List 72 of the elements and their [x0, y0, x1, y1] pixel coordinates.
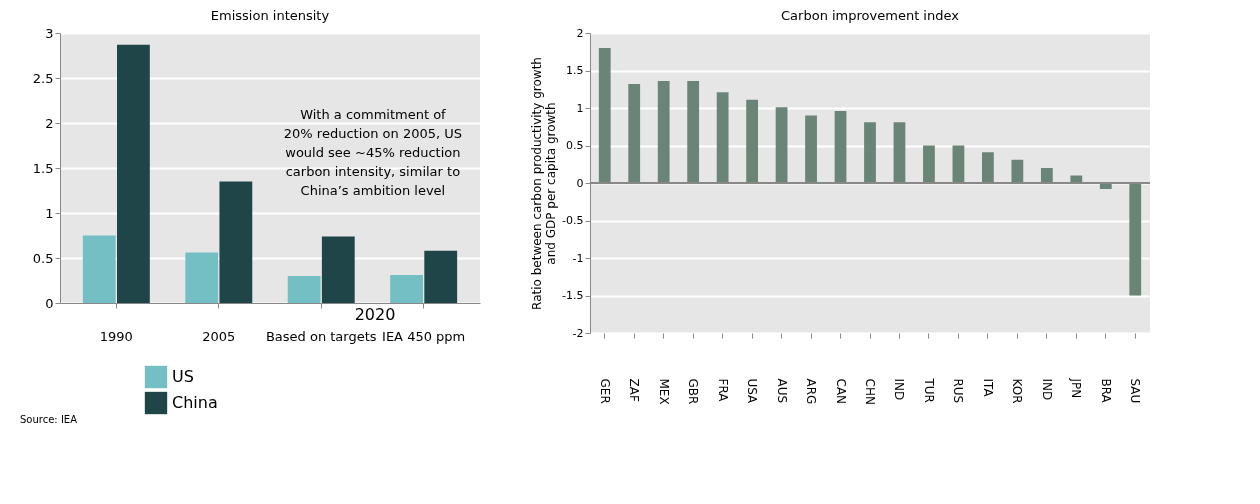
legend-label: US	[172, 367, 194, 386]
y-tick-label: 2	[576, 26, 584, 40]
x-tick-label: RUS	[951, 378, 966, 404]
chart-title: Carbon improvement index	[781, 8, 960, 23]
x-tick-label: GER	[597, 378, 612, 404]
y-tick-label: 1.5	[32, 160, 54, 176]
y-tick-label: 1.5	[566, 64, 584, 77]
x-tick-label: IND	[1039, 378, 1054, 401]
bar	[287, 276, 321, 303]
bar	[746, 99, 758, 183]
x-tick-label: AUS	[774, 378, 789, 404]
x-tick-label: GBR	[686, 378, 701, 405]
x-tick-label: SAU	[1128, 378, 1143, 404]
bar	[864, 122, 876, 183]
x-tick-label: IEA 450 ppm	[382, 328, 466, 344]
y-tick-label: 0.5	[566, 139, 584, 152]
bar	[687, 81, 700, 183]
text: 2020	[354, 305, 396, 324]
bar	[82, 235, 116, 303]
bar	[424, 250, 458, 303]
y-tick-label: -2	[572, 326, 584, 340]
bar	[1129, 183, 1142, 296]
x-tick-label: ARG	[804, 378, 819, 405]
bar	[982, 152, 994, 183]
bar	[923, 145, 935, 183]
x-tick-label: TUR	[921, 377, 936, 403]
y-tick-label: 1	[45, 205, 54, 221]
y-tick-label: -1	[572, 251, 584, 265]
y-tick-label: -0.5	[562, 214, 584, 227]
y-tick-label: -1.5	[562, 289, 584, 302]
y-tick-label: 0	[576, 176, 584, 190]
bar	[834, 111, 847, 183]
bar	[1011, 159, 1024, 183]
x-tick-label: ZAF	[627, 378, 642, 402]
bar	[185, 252, 219, 303]
bar	[893, 122, 906, 183]
x-tick-label: KOR	[1010, 378, 1025, 404]
y-tick-label: 0.5	[32, 250, 54, 266]
bar	[716, 92, 729, 183]
source-note: Source: IEA	[20, 414, 78, 425]
x-tick-label: BRA	[1098, 378, 1113, 404]
bar	[117, 44, 150, 303]
bar	[598, 48, 611, 183]
chart-title: Emission intensity	[210, 8, 330, 23]
bar	[628, 84, 641, 183]
bar	[219, 181, 253, 303]
bar	[1040, 168, 1053, 183]
legend-label: China	[172, 393, 218, 412]
y-tick-label: 0	[45, 295, 54, 311]
x-tick-label: ITA	[980, 378, 995, 398]
y-tick-label: 2.5	[32, 70, 54, 86]
bar	[321, 236, 355, 303]
y-axis-title: Ratio between carbon productivity growth and GDP per capita growth	[530, 57, 559, 310]
x-tick-label: FRA	[715, 378, 730, 403]
y-tick-label: 2	[45, 115, 54, 131]
x-tick-label: MEX	[656, 378, 671, 405]
bar	[775, 107, 788, 183]
bar	[657, 81, 670, 183]
annotation: With a commitment of 20% reduction on 2005, US would see ~45% reduction carbon intensity, similar to China’s ambition level	[283, 107, 462, 199]
x-tick-label: CHN	[863, 378, 877, 405]
bar	[805, 115, 817, 183]
x-tick-label: USA	[745, 378, 760, 405]
bar	[390, 275, 423, 303]
x-tick-label: JPN	[1069, 377, 1084, 399]
bar	[952, 145, 965, 183]
x-tick-label: CAN	[833, 378, 848, 405]
y-tick-label: 1	[576, 101, 584, 115]
x-tick-label: Based on targets	[265, 328, 377, 344]
x-tick-label: 1990	[99, 328, 133, 344]
x-tick-label: IND	[892, 378, 907, 401]
y-tick-label: 3	[45, 25, 54, 41]
x-tick-label: 2005	[202, 328, 236, 344]
